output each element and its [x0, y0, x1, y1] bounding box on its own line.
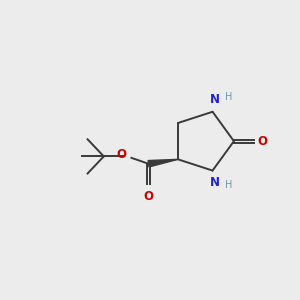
Text: O: O: [143, 190, 154, 203]
Text: O: O: [116, 148, 127, 161]
Text: H: H: [225, 180, 232, 190]
Text: N: N: [210, 94, 220, 106]
Polygon shape: [148, 159, 178, 167]
Text: O: O: [258, 135, 268, 148]
Text: H: H: [225, 92, 232, 102]
Text: N: N: [210, 176, 220, 189]
